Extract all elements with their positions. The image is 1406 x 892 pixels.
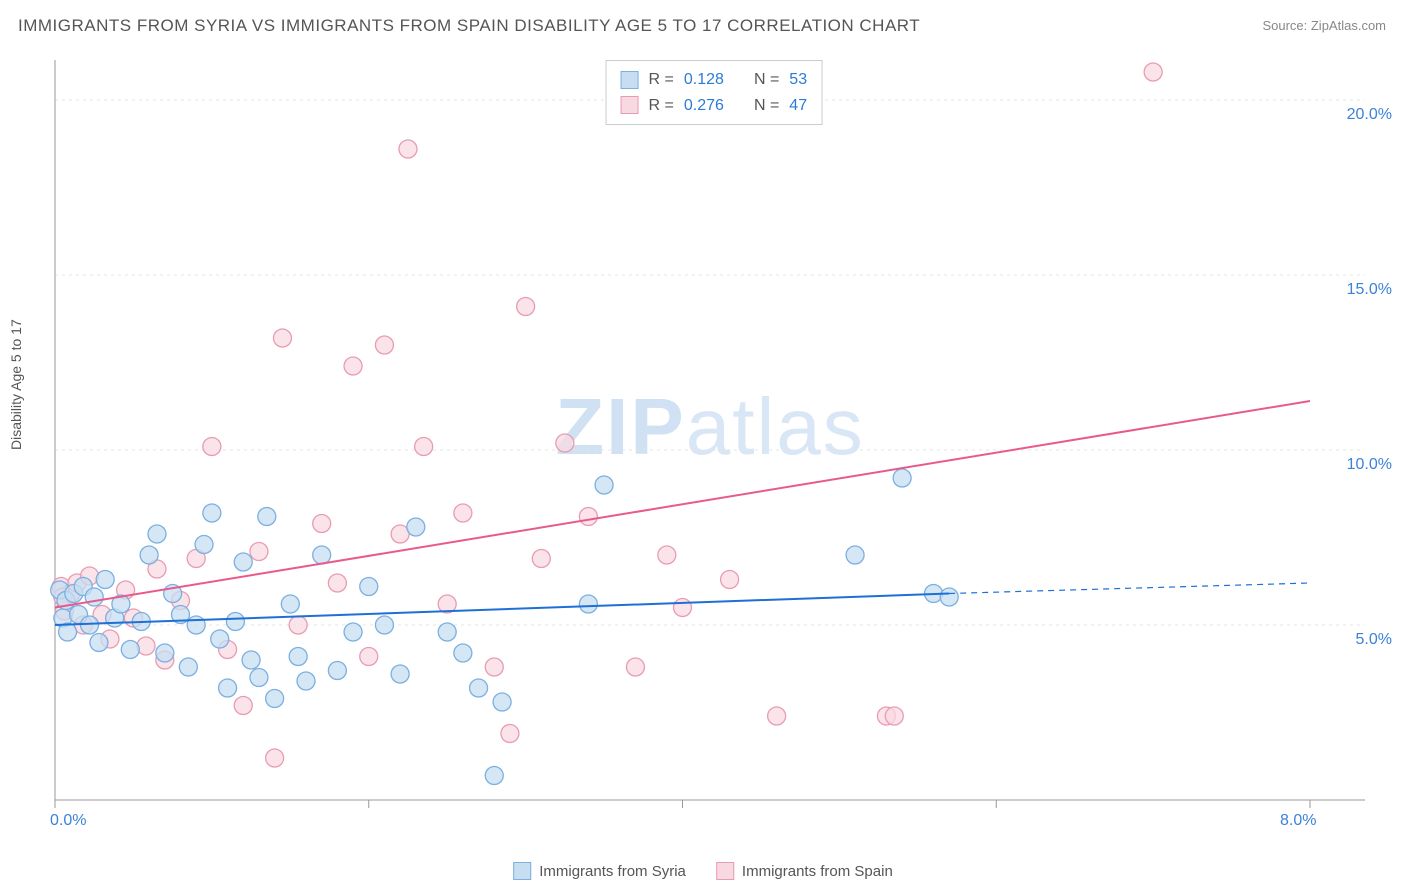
n-label: N = [754,67,779,93]
legend-swatch-spain [621,96,639,114]
chart-area: ZIPatlas [50,55,1370,830]
legend-row-spain: R = 0.276 N = 47 [621,93,808,119]
r-label: R = [649,67,674,93]
correlation-legend: R = 0.128 N = 53 R = 0.276 N = 47 [606,60,823,125]
y-axis-label: Disability Age 5 to 17 [8,319,24,450]
legend-swatch-syria [621,71,639,89]
n-value-syria: 53 [789,67,807,93]
y-tick-label: 5.0% [1356,631,1392,649]
y-tick-label: 20.0% [1347,106,1392,124]
chart-svg [50,55,1370,830]
legend-item-syria: Immigrants from Syria [513,862,686,880]
legend-label-spain: Immigrants from Spain [742,863,893,880]
n-value-spain: 47 [789,93,807,119]
r-value-spain: 0.276 [684,93,724,119]
legend-label-syria: Immigrants from Syria [539,863,686,880]
legend-item-spain: Immigrants from Spain [716,862,893,880]
x-tick-label: 8.0% [1280,812,1316,830]
legend-swatch-syria-bottom [513,862,531,880]
source-label: Source: ZipAtlas.com [1262,18,1386,33]
x-tick-label: 0.0% [50,812,86,830]
series-legend: Immigrants from Syria Immigrants from Sp… [513,862,893,880]
legend-row-syria: R = 0.128 N = 53 [621,67,808,93]
legend-swatch-spain-bottom [716,862,734,880]
chart-title: IMMIGRANTS FROM SYRIA VS IMMIGRANTS FROM… [18,16,920,36]
r-value-syria: 0.128 [684,67,724,93]
y-tick-label: 10.0% [1347,456,1392,474]
n-label: N = [754,93,779,119]
y-tick-label: 15.0% [1347,281,1392,299]
r-label: R = [649,93,674,119]
